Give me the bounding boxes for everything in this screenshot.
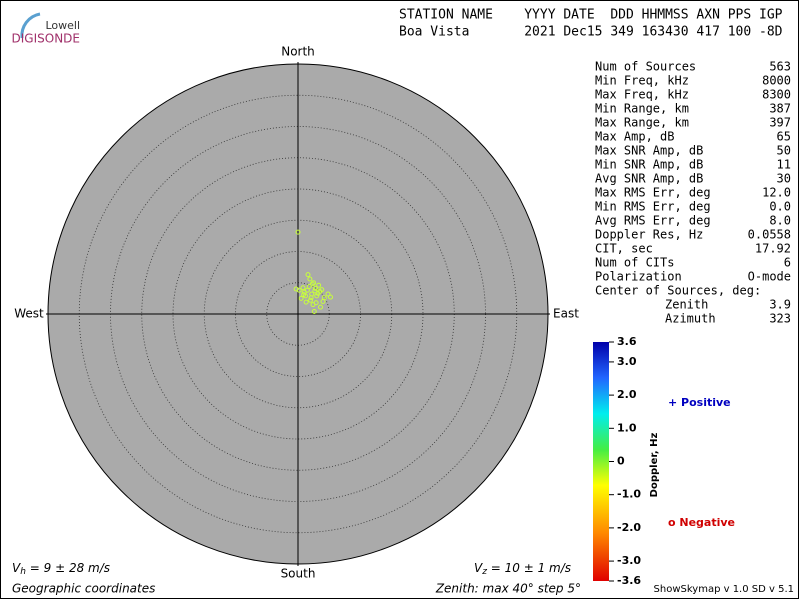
stat-value: 11 [777,158,791,172]
coords-label: Geographic coordinates [12,582,155,596]
stat-label: Azimuth [665,312,716,326]
stat-value: 563 [769,60,791,74]
colorbar-tick-label: -1.0 [617,488,641,501]
colorbar-tick-label: 1.0 [617,421,637,434]
source-point [305,272,311,278]
stat-value: 50 [777,144,791,158]
source-point [314,293,320,299]
source-point [313,285,318,291]
stat-value: O-mode [748,270,791,284]
colorbar-tick-label: 0 [617,455,625,468]
logo-arc [20,12,41,39]
stat-value: 3.9 [769,298,791,312]
source-point [306,284,312,289]
source-point [307,276,313,282]
colorbar-tick-label: 3.0 [617,355,637,368]
version-label: ShowSkymap v 1.0 SD v 5.1 [654,584,794,595]
colorbar-tick-label: -3.6 [617,574,641,587]
stat-label: Num of Sources [595,60,696,74]
vz-label: Vz = 10 ± 1 m/s [474,561,571,577]
stat-label: Zenith [665,298,708,312]
stat-label: Avg RMS Err, deg [595,214,711,228]
stat-label: Doppler Res, Hz [595,228,703,242]
logo-bottom: DIGISONDE [12,32,80,46]
legend-positive: + Positive [668,396,731,409]
colorbar-tick-label: 3.6 [617,335,637,348]
stat-label: Min SNR Amp, dB [595,158,703,172]
stat-value: 323 [769,312,791,326]
colorbar-title: Doppler, Hz [649,433,660,498]
source-point [316,282,322,288]
zenith-label: Zenith: max 40° step 5° [435,582,581,596]
compass-label: West [14,307,44,321]
compass-label: East [553,307,579,321]
stat-label: Max SNR Amp, dB [595,144,703,158]
source-point [311,309,317,314]
source-point [301,292,307,298]
source-point [312,288,318,294]
source-point [295,229,301,235]
source-point [325,291,331,297]
stat-value: 30 [777,172,791,186]
center-label: Center of Sources, deg: [595,284,761,298]
stat-value: 6 [784,256,791,270]
stat-label: Max RMS Err, deg [595,186,711,200]
stat-value: 8.0 [769,214,791,228]
stat-value: 8300 [762,88,791,102]
source-point [300,285,306,291]
colorbar [593,342,609,581]
stat-label: Min Range, km [595,102,689,116]
stat-label: Polarization [595,270,682,284]
stat-label: Min RMS Err, deg [595,200,711,214]
source-point [308,297,313,303]
header-line: Boa Vista 2021 Dec15 349 163430 417 100 … [399,25,783,40]
colorbar-tick-label: -2.0 [617,521,641,534]
colorbar-tick-label: -3.0 [617,554,641,567]
stat-value: 397 [769,116,791,130]
source-point [309,281,315,287]
stat-label: Min Freq, kHz [595,74,689,88]
stat-value: 387 [769,102,791,116]
stat-label: Avg SNR Amp, dB [595,172,703,186]
source-point [298,295,304,301]
source-point [311,280,317,286]
source-point [319,287,325,293]
source-point [320,299,326,304]
stat-label: Num of CITs [595,256,674,270]
source-point [293,286,299,292]
stat-label: Max Range, km [595,116,689,130]
source-point [310,302,316,308]
source-point [328,294,333,300]
stat-value: 0.0 [769,200,791,214]
stat-value: 12.0 [762,186,791,200]
source-point [318,304,323,310]
colorbar-tick-label: 2.0 [617,388,637,401]
compass-label: North [281,45,315,59]
vh-label: Vh = 9 ± 28 m/s [12,561,110,577]
stat-value: 0.0558 [748,228,791,242]
stat-value: 17.92 [755,242,791,256]
source-point [308,295,314,301]
stat-value: 65 [777,130,791,144]
stat-label: Max Amp, dB [595,130,674,144]
logo-top: Lowell [45,19,80,32]
stat-value: 8000 [762,74,791,88]
header-line: STATION NAME YYYY DATE DDD HHMMSS AXN PP… [399,8,783,23]
stat-label: Max Freq, kHz [595,88,689,102]
legend-negative: o Negative [668,516,735,529]
stat-label: CIT, sec [595,242,653,256]
source-point [303,299,309,305]
compass-label: South [281,567,316,581]
source-point [315,290,321,296]
